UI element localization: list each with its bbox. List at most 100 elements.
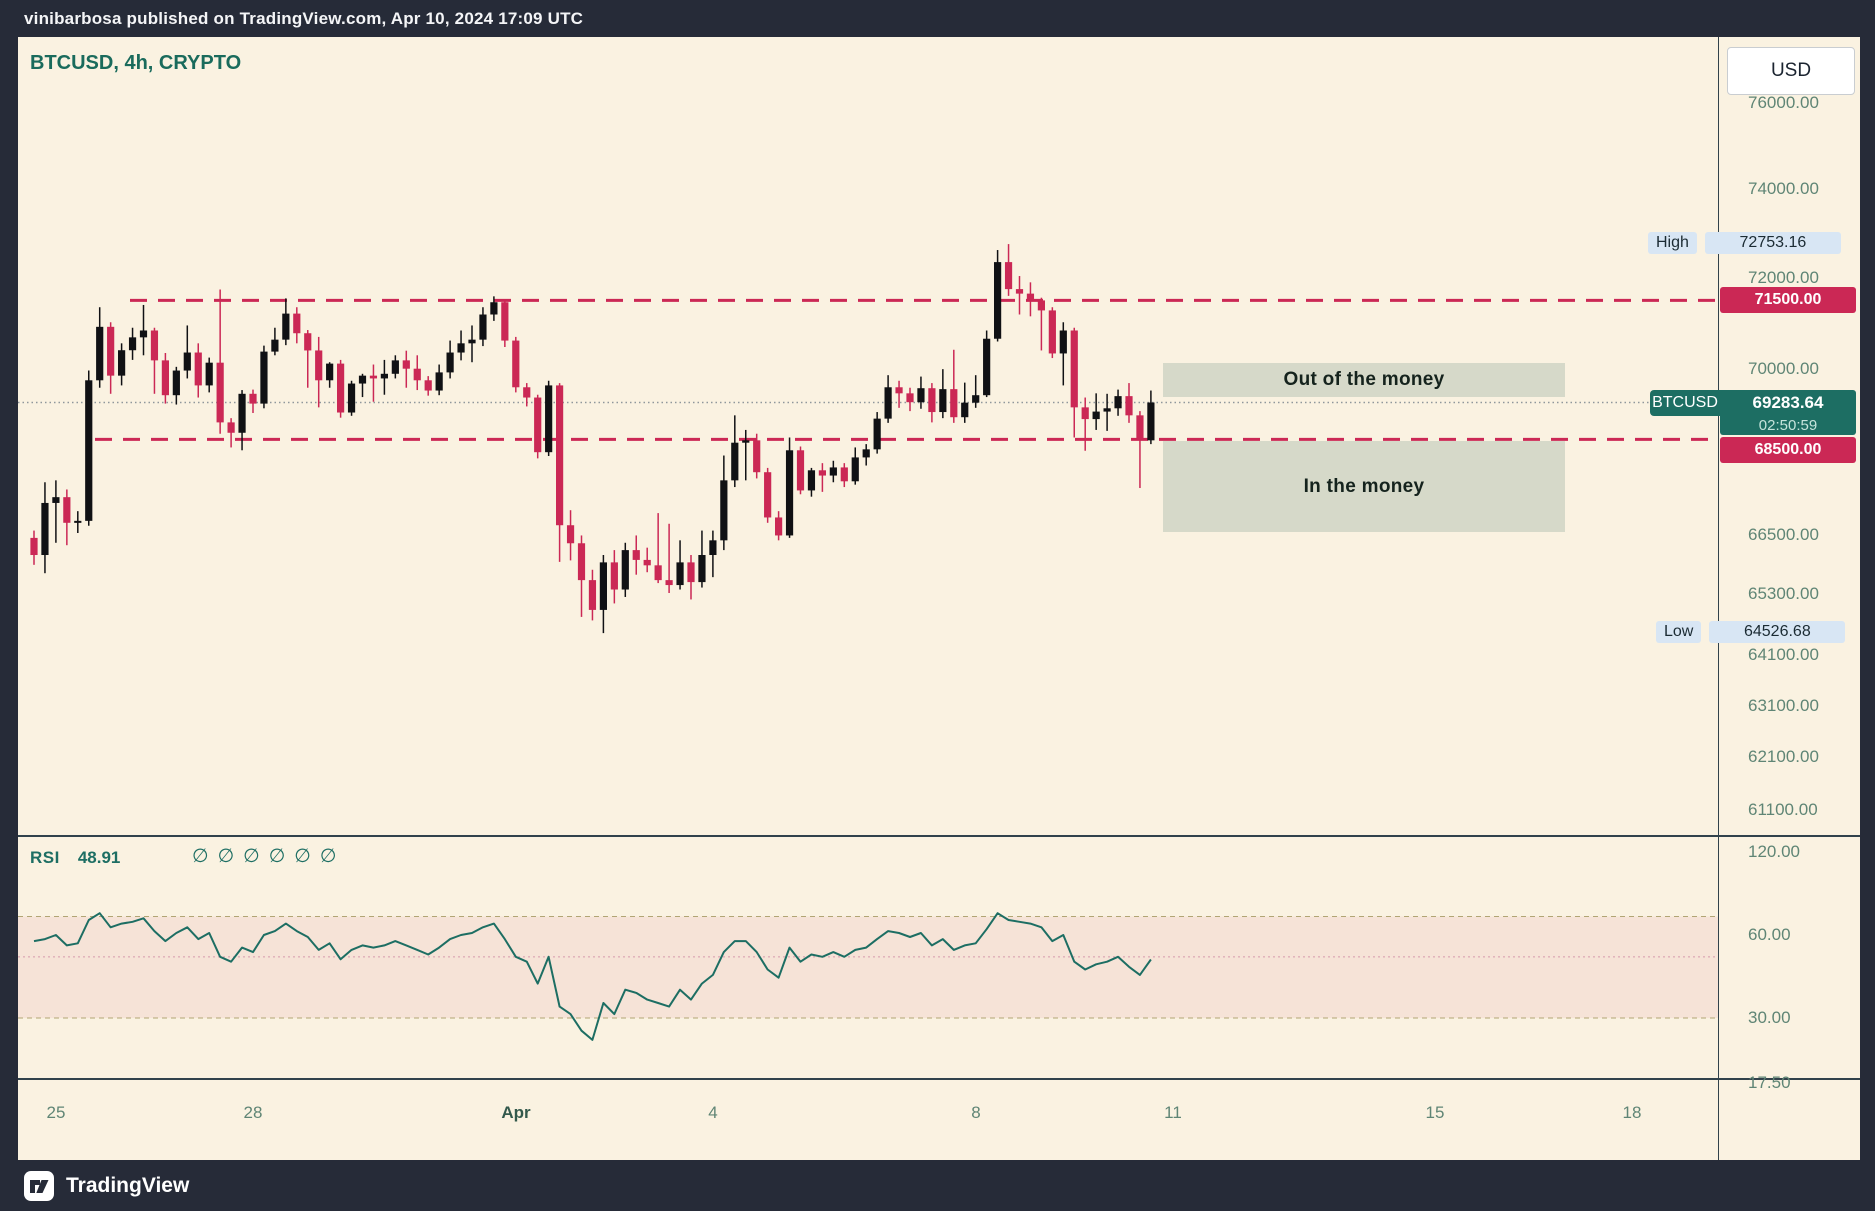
candle-body [271, 339, 279, 352]
rsi-line [33, 912, 1152, 1041]
candle-body [676, 562, 684, 586]
candle-body [161, 360, 169, 396]
currency-button[interactable]: USD [1727, 47, 1855, 95]
candle-body [698, 555, 706, 583]
price-axis-label: 74000.00 [1748, 179, 1819, 198]
rsi-axis-label: 60.00 [1748, 925, 1791, 944]
price-axis-label: 70000.00 [1748, 359, 1819, 379]
high-price-row: High 72753.16 [1648, 232, 1841, 255]
candle-body [753, 440, 761, 473]
candle-body [52, 497, 60, 503]
candle-body [775, 517, 783, 536]
candle-body [1004, 262, 1013, 290]
in-the-money-box[interactable]: In the money [1163, 441, 1565, 532]
candle-body [282, 313, 290, 340]
low-label: Low [1656, 621, 1702, 644]
candle-body [742, 440, 750, 443]
candle-body [424, 380, 432, 391]
time-axis-label: 11 [1164, 1103, 1182, 1122]
candle-body [128, 337, 137, 351]
time-axis-border [18, 1078, 1860, 1080]
candle-body [479, 314, 487, 340]
candle-body [1059, 330, 1067, 354]
candle-body [796, 450, 805, 491]
time-axis-label: 15 [1425, 1103, 1445, 1122]
price-axis-label: 61100.00 [1748, 800, 1818, 819]
out-of-the-money-box[interactable]: Out of the money [1163, 363, 1565, 397]
candle-body [468, 339, 476, 344]
candle-body [205, 362, 213, 386]
candle-body [1103, 408, 1111, 412]
candle-body [315, 350, 323, 381]
candle-body [906, 393, 914, 403]
tradingview-brand[interactable]: TradingView [66, 1173, 190, 1197]
candle-body [501, 302, 509, 341]
candle-body [621, 550, 629, 590]
candle-body [304, 333, 312, 351]
left-frame [0, 37, 18, 1160]
candle-body [369, 375, 378, 379]
candle-body [490, 302, 498, 315]
hidden-value-icon: ∅ [319, 846, 337, 867]
candle-body [74, 520, 82, 523]
candle-body [654, 565, 662, 581]
candle-body [150, 330, 159, 361]
price-axis-label: 72000.00 [1748, 267, 1819, 287]
candle-body [764, 472, 772, 518]
candle-body [523, 387, 531, 398]
candle-body [347, 383, 356, 413]
candle-body [227, 422, 235, 433]
candle-body [337, 363, 345, 413]
hidden-value-icon: ∅ [294, 846, 311, 867]
time-axis-label: 25 [46, 1103, 66, 1122]
bar-countdown: 02:50:59 [1720, 415, 1856, 435]
candle-body [1114, 396, 1122, 409]
candle-body [840, 467, 848, 482]
publish-info-text: vinibarbosa published on TradingView.com… [24, 8, 584, 28]
candle-body [326, 363, 334, 381]
candle-body [873, 418, 881, 450]
price-axis-border [1718, 37, 1719, 1160]
candle-body [183, 352, 191, 371]
candle-body [1070, 330, 1078, 408]
candle-body [1037, 300, 1045, 311]
time-axis-label: 8 [971, 1103, 981, 1122]
candle-body [1147, 402, 1155, 441]
candle-body [1026, 293, 1035, 301]
right-frame [1860, 37, 1875, 1160]
candle-body [577, 543, 586, 581]
candle-body [709, 540, 717, 556]
candle-body [249, 393, 257, 404]
candle-body [118, 350, 126, 376]
price-axis-label: 63100.00 [1748, 695, 1819, 715]
price-axis-label: 65300.00 [1748, 584, 1819, 604]
rsi-axis-label: 30.00 [1748, 1008, 1791, 1028]
candle-body [30, 537, 38, 556]
price-axis-label: 76000.00 [1748, 92, 1819, 112]
candle-body [643, 559, 651, 566]
last-price-chip: 69283.64 [1720, 389, 1856, 416]
hidden-value-icon: ∅ [268, 846, 286, 867]
candle-body [851, 457, 859, 482]
hidden-value-icon: ∅ [243, 846, 260, 867]
candle-body [96, 326, 104, 381]
candle-body [599, 562, 607, 610]
low-price-row: Low 64526.68 [1656, 621, 1846, 644]
price-axis-label: 64100.00 [1748, 644, 1819, 664]
candle-body [1081, 407, 1089, 420]
candle-body [435, 372, 443, 391]
rsi-label: RSI [30, 848, 60, 867]
candle-body [41, 502, 49, 556]
candle-body [950, 389, 958, 418]
candle-body [720, 480, 728, 541]
candle-body [983, 338, 991, 396]
candle-body [807, 470, 816, 491]
rsi-axis-label: 17.50 [1748, 1072, 1791, 1092]
candle-body [172, 370, 180, 396]
high-label: High [1648, 232, 1697, 255]
tradingview-logo-icon[interactable] [24, 1170, 54, 1201]
candle-body [994, 262, 1002, 339]
candle-body [260, 351, 268, 404]
candle-body [928, 388, 936, 413]
